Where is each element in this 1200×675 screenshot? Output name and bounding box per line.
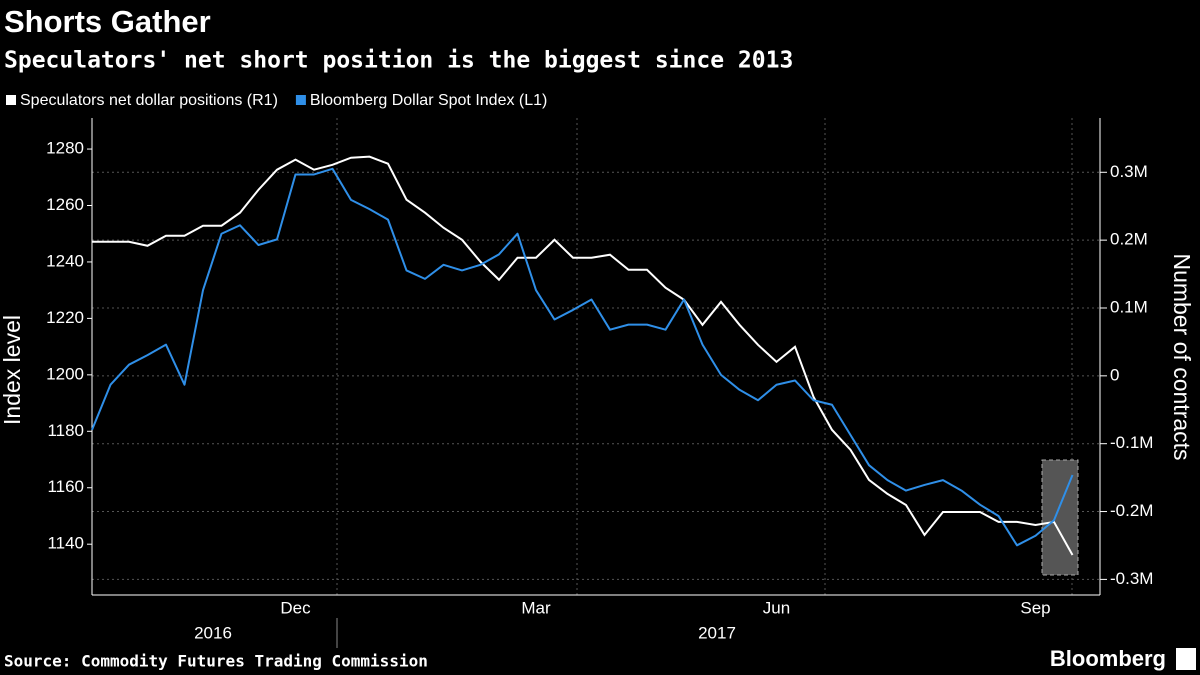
legend-label: Speculators net dollar positions (R1) [20, 92, 278, 109]
year-label: 2016 [194, 623, 232, 642]
x-tick-label: Jun [763, 598, 790, 617]
source: Source: Commodity Futures Trading Commis… [4, 652, 428, 671]
y2-tick-label: 0.3M [1110, 162, 1148, 181]
chart-subtitle: Speculators' net short position is the b… [4, 48, 793, 74]
y-tick-label: 1200 [46, 364, 84, 383]
y2-tick-label: -0.2M [1110, 501, 1153, 520]
chart-title: Shorts Gather [4, 4, 211, 39]
y-tick-label: 1140 [47, 534, 84, 553]
y2-tick-label: -0.3M [1110, 569, 1153, 588]
y2-tick-label: 0.1M [1110, 297, 1148, 316]
y-tick-label: 1280 [46, 139, 84, 158]
x-tick-label: Mar [521, 598, 551, 617]
y2-tick-label: 0 [1110, 365, 1119, 384]
y-tick-label: 1160 [47, 477, 84, 496]
y2-tick-label: 0.2M [1110, 230, 1148, 249]
x-tick-label: Dec [280, 598, 311, 617]
legend-swatch [295, 95, 306, 105]
y-axis-label: Index level [0, 315, 25, 425]
series-line [91, 167, 1074, 547]
logo-icon [1176, 648, 1196, 670]
legend-swatch [6, 95, 16, 105]
y-tick-label: 1240 [46, 251, 84, 270]
legend-label: Bloomberg Dollar Spot Index (L1) [310, 92, 547, 109]
y2-axis-label: Number of contracts [1169, 253, 1195, 460]
year-label: 2017 [698, 623, 736, 642]
x-tick-label: Sep [1020, 598, 1050, 617]
y2-tick-label: -0.1M [1110, 433, 1153, 452]
series-line [92, 155, 1074, 556]
highlight-box [1041, 459, 1079, 576]
logo: Bloomberg [1050, 646, 1166, 671]
y-tick-label: 1220 [46, 308, 84, 327]
y-tick-label: 1260 [46, 195, 84, 214]
y-tick-label: 1180 [47, 421, 84, 440]
